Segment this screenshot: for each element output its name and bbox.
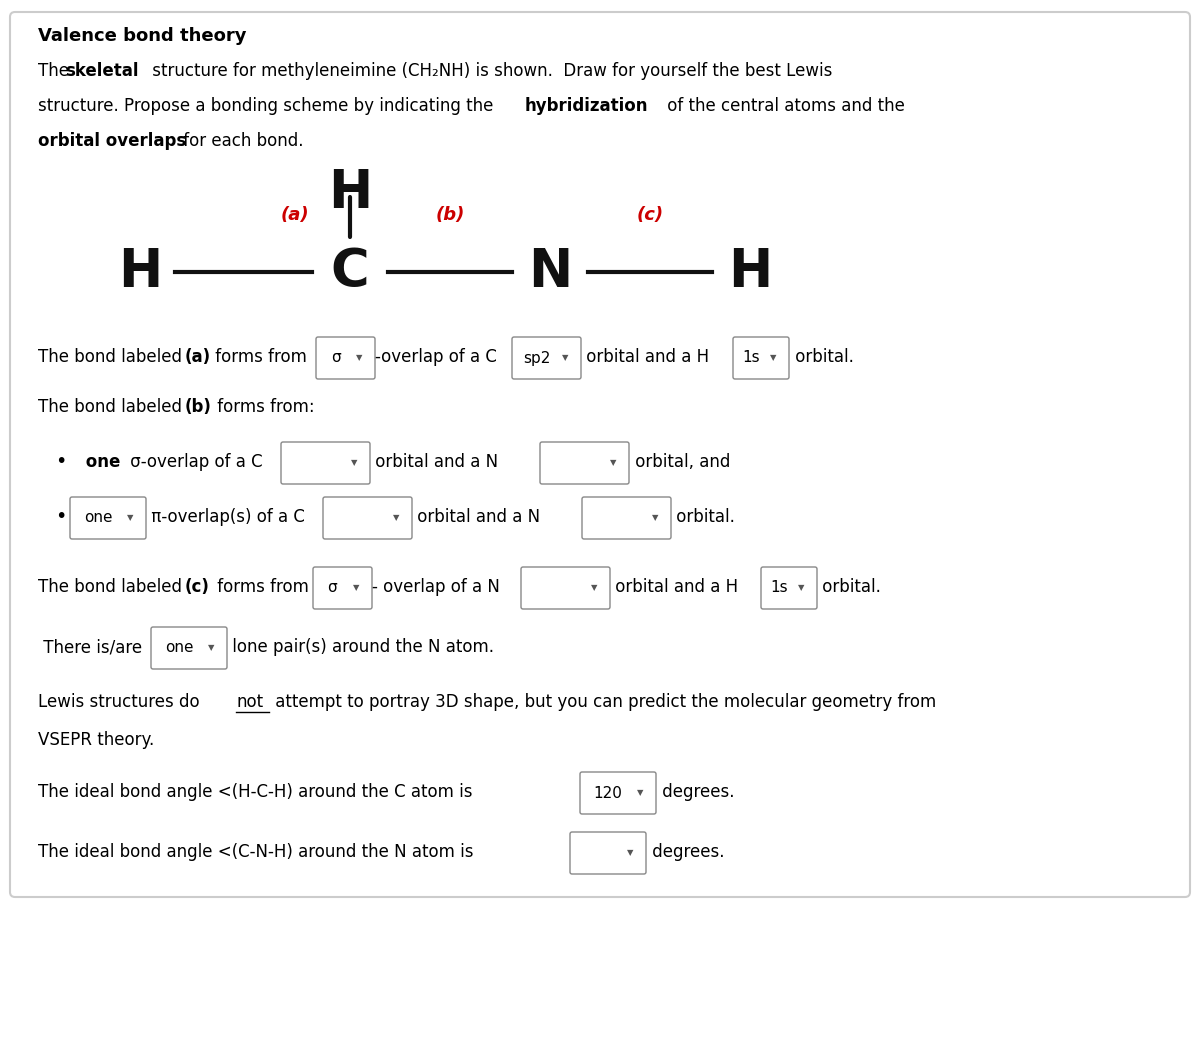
Text: ▼: ▼ [637,789,643,797]
Text: ▼: ▼ [610,459,617,467]
Text: lone pair(s) around the N atom.: lone pair(s) around the N atom. [227,638,494,656]
Text: orbital.: orbital. [790,348,854,366]
Text: Valence bond theory: Valence bond theory [38,27,246,45]
Text: 120: 120 [594,786,623,801]
Text: Lewis structures do: Lewis structures do [38,693,205,711]
Text: ▼: ▼ [562,353,569,363]
FancyBboxPatch shape [151,627,227,669]
Text: ▼: ▼ [353,584,359,592]
FancyBboxPatch shape [512,337,581,379]
Text: The bond labeled: The bond labeled [38,348,187,366]
Text: ▼: ▼ [769,353,776,363]
Text: orbital and a N: orbital and a N [412,508,545,526]
Text: one: one [84,510,113,526]
Text: ▼: ▼ [127,513,133,523]
Text: orbital and a H: orbital and a H [610,578,743,596]
Text: 1s: 1s [770,581,788,595]
Text: hybridization: hybridization [526,97,648,115]
Text: •: • [55,507,66,526]
Text: (c): (c) [636,206,664,224]
Text: -overlap of a C: -overlap of a C [374,348,502,366]
FancyBboxPatch shape [761,567,817,609]
FancyBboxPatch shape [281,442,370,484]
FancyBboxPatch shape [733,337,790,379]
FancyBboxPatch shape [313,567,372,609]
Text: The bond labeled: The bond labeled [38,398,187,416]
Text: The ideal bond angle <(H-C-H) around the C atom is: The ideal bond angle <(H-C-H) around the… [38,783,478,801]
Text: one: one [164,641,193,655]
Text: C: C [331,246,370,298]
Text: sp2: sp2 [523,350,550,365]
FancyBboxPatch shape [323,497,412,539]
Text: 1s: 1s [742,350,760,365]
Text: attempt to portray 3D shape, but you can predict the molecular geometry from: attempt to portray 3D shape, but you can… [270,693,936,711]
Text: forms from: forms from [212,578,314,596]
Text: The ideal bond angle <(C-N-H) around the N atom is: The ideal bond angle <(C-N-H) around the… [38,843,479,861]
Text: orbital and a N: orbital and a N [370,453,503,471]
Text: forms from: forms from [210,348,312,366]
Text: The bond labeled: The bond labeled [38,578,187,596]
Text: π-overlap(s) of a C: π-overlap(s) of a C [146,508,310,526]
Text: ▼: ▼ [355,353,362,363]
Text: (b): (b) [436,206,464,224]
FancyBboxPatch shape [316,337,374,379]
FancyBboxPatch shape [580,772,656,814]
Text: (c): (c) [185,578,210,596]
Text: orbital overlaps: orbital overlaps [38,132,186,150]
Text: skeletal: skeletal [65,62,138,80]
Text: degrees.: degrees. [658,783,734,801]
Text: H: H [328,167,372,219]
Text: N: N [528,246,572,298]
FancyBboxPatch shape [582,497,671,539]
Text: orbital and a H: orbital and a H [581,348,714,366]
FancyBboxPatch shape [521,567,610,609]
Text: structure. Propose a bonding scheme by indicating the: structure. Propose a bonding scheme by i… [38,97,499,115]
Text: The: The [38,62,74,80]
Text: - overlap of a N: - overlap of a N [372,578,505,596]
Text: ▼: ▼ [350,459,358,467]
Text: VSEPR theory.: VSEPR theory. [38,731,155,749]
Text: •: • [55,452,66,471]
Text: ▼: ▼ [626,849,634,857]
Text: ▼: ▼ [798,584,804,592]
Text: of the central atoms and the: of the central atoms and the [662,97,905,115]
Text: for each bond.: for each bond. [178,132,304,150]
Text: (b): (b) [185,398,212,416]
Text: forms from:: forms from: [212,398,314,416]
FancyBboxPatch shape [570,832,646,874]
Text: H: H [118,246,162,298]
Text: H: H [728,246,772,298]
Text: σ: σ [331,350,341,365]
Text: ▼: ▼ [392,513,400,523]
Text: ▼: ▼ [590,584,598,592]
Text: ▼: ▼ [208,644,215,652]
FancyBboxPatch shape [70,497,146,539]
Text: (a): (a) [185,348,211,366]
Text: structure for methyleneimine (CH₂NH) is shown.  Draw for yourself the best Lewis: structure for methyleneimine (CH₂NH) is … [148,62,833,80]
Text: degrees.: degrees. [647,843,725,861]
FancyBboxPatch shape [540,442,629,484]
Text: ▼: ▼ [652,513,659,523]
Text: orbital.: orbital. [817,578,881,596]
Text: orbital.: orbital. [671,508,734,526]
Text: orbital, and: orbital, and [630,453,731,471]
Text: (a): (a) [281,206,310,224]
Text: σ-overlap of a C: σ-overlap of a C [125,453,268,471]
Text: one: one [80,453,120,471]
Text: There is/are: There is/are [38,638,148,656]
Text: σ: σ [328,581,337,595]
Text: not: not [236,693,263,711]
